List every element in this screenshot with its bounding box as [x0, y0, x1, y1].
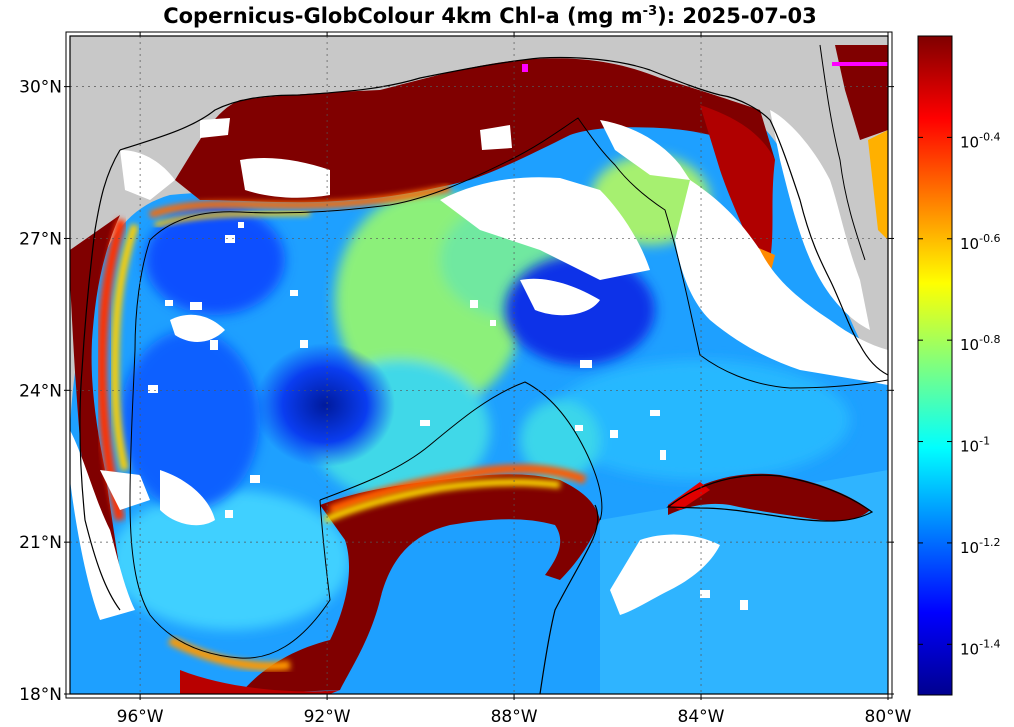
colorbar-label: 10-0.6 — [960, 232, 1001, 253]
map-field — [70, 36, 888, 694]
frame-ticks — [64, 32, 894, 700]
northern-shelf — [175, 58, 775, 203]
colorbar-label: 10-1.4 — [960, 637, 1001, 658]
colorbar-label: 10-1.2 — [960, 536, 1001, 557]
colorbar-label: 10-0.4 — [960, 130, 1001, 151]
boundary-line-north — [149, 117, 888, 389]
colorbar-label: 10-0.8 — [960, 333, 1001, 354]
y-tick-label: 24°N — [19, 381, 62, 401]
coastline — [119, 56, 888, 376]
axis-labels: 96°W 92°W 88°W 84°W 80°W 30°N 27°N 24°N 21°N 18°N — [19, 78, 912, 727]
y-tick-label: 18°N — [19, 685, 62, 705]
boundary-line-south — [319, 381, 603, 521]
no-data-mask — [70, 110, 888, 620]
x-tick-label: 92°W — [304, 707, 351, 727]
map-title: Copernicus-GlobColour 4km Chl-a (mg m-3)… — [163, 4, 817, 28]
western-coastal-band — [70, 215, 125, 610]
central-eddy — [255, 343, 395, 467]
x-tick-label: 88°W — [491, 707, 538, 727]
colorbar — [917, 35, 953, 696]
map-frame — [69, 35, 889, 695]
x-tick-label: 84°W — [678, 707, 725, 727]
x-tick-label: 96°W — [117, 707, 164, 727]
western-gyre — [145, 205, 285, 315]
colorbar-label: 10-1 — [960, 435, 990, 456]
y-tick-label: 21°N — [19, 533, 62, 553]
y-tick-label: 30°N — [19, 78, 62, 98]
y-tick-label: 27°N — [19, 229, 62, 249]
campeche-shelf — [240, 474, 600, 694]
colorbar-labels: 10-0.4 10-0.6 10-0.8 10-1 10-1.2 10-1.4 — [918, 130, 1001, 658]
x-tick-label: 80°W — [865, 707, 912, 727]
